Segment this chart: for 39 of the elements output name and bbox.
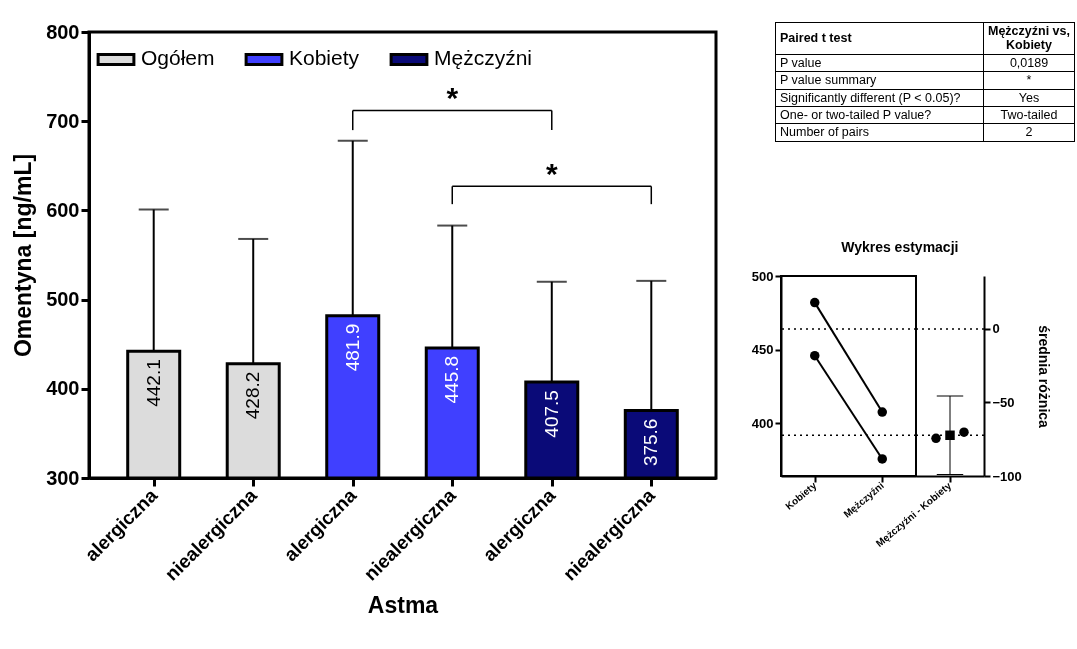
chart-title: Wykres estymacji: [841, 239, 959, 255]
data-label: 442.1: [142, 359, 164, 407]
text: 2: [983, 123, 1075, 142]
y2-tick-label: −100: [992, 468, 1022, 484]
y-tick-label: 400: [46, 377, 80, 400]
text: 0,0189: [983, 54, 1075, 72]
text: P value summary: [775, 71, 984, 89]
text: P value: [775, 54, 984, 72]
y-tick-label: 700: [46, 109, 80, 132]
annotation: *: [446, 81, 459, 115]
y-tick-label: 800: [46, 20, 80, 43]
y-tick-label: 600: [46, 198, 80, 221]
data-label: 428.2: [242, 371, 264, 420]
text: Yes: [983, 89, 1075, 107]
y-tick-label: 400: [751, 415, 774, 431]
y-tick-label: 500: [46, 288, 80, 311]
annotation: *: [545, 157, 558, 191]
text: Mężczyźni vs, Kobiety: [983, 22, 1075, 55]
data-label: 481.9: [341, 323, 363, 372]
y-axis-title: Omentyna [ng/mL]: [10, 153, 37, 358]
data-label: 407.5: [540, 390, 562, 438]
data-label: 375.6: [640, 418, 662, 467]
y-tick-label: 300: [46, 466, 80, 489]
legend-label: Ogółem: [141, 46, 215, 70]
text: *: [983, 71, 1075, 89]
y-tick-label: 500: [751, 268, 774, 284]
data-label: 445.8: [441, 355, 463, 404]
y2-tick-label: 0: [992, 321, 1000, 337]
x-axis-title: Astma: [367, 591, 439, 618]
text: Significantly different (P < 0.05)?: [775, 89, 984, 107]
text: Two-tailed: [983, 106, 1075, 124]
y2-axis-title: średnia różnica: [1035, 325, 1052, 429]
y-tick-label: 450: [751, 342, 774, 358]
legend-label: Kobiety: [289, 46, 360, 70]
text: Number of pairs: [775, 123, 984, 142]
y2-tick-label: −50: [992, 394, 1015, 410]
legend-label: Mężczyźni: [434, 46, 533, 70]
text: One- or two-tailed P value?: [775, 106, 984, 124]
text: Paired t test: [775, 22, 984, 55]
